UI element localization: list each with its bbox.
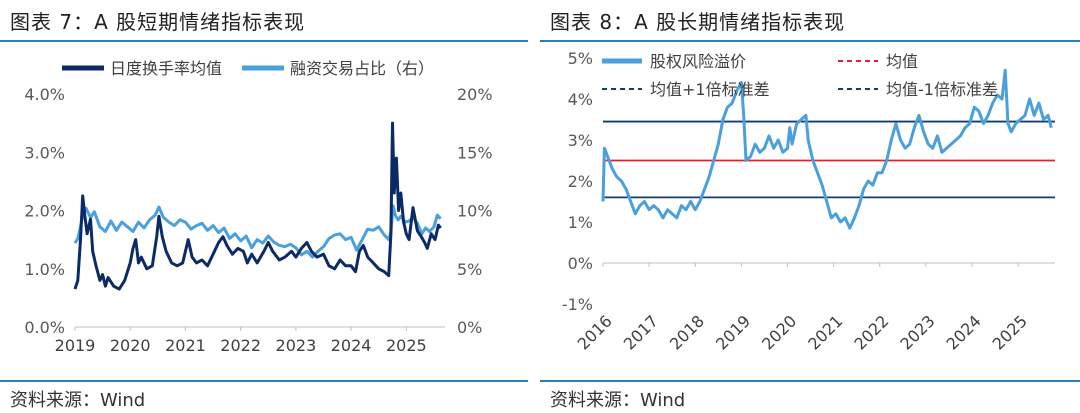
y-tick-label: -1% — [562, 295, 593, 314]
legend-label: 融资交易占比（右） — [290, 59, 434, 78]
x-tick-label: 2017 — [620, 311, 662, 353]
x-tick-label: 2019 — [712, 311, 754, 353]
x-tick-label: 2025 — [989, 311, 1031, 353]
x-tick-label: 2021 — [804, 311, 846, 353]
y-tick-label: 2% — [568, 172, 593, 191]
y-right-tick-label: 5% — [457, 260, 482, 279]
series-line-margin-share — [73, 204, 442, 259]
y-tick-label: 5% — [568, 49, 593, 68]
source-rule — [540, 380, 1080, 382]
legend-label: 均值-1倍标准差 — [886, 80, 998, 99]
source-note: 资料来源：Wind — [10, 390, 146, 411]
x-tick-label: 2024 — [331, 336, 372, 355]
title-rule — [540, 40, 1080, 42]
source-rule — [0, 380, 528, 382]
y-right-tick-label: 20% — [457, 85, 493, 104]
x-tick-label: 2022 — [220, 336, 261, 355]
legend-label: 股权风险溢价 — [650, 52, 746, 71]
series-line-turnover — [73, 121, 442, 291]
figure-title: 图表 7：A 股短期情绪指标表现 — [10, 10, 306, 34]
y-right-tick-label: 0% — [457, 318, 482, 337]
x-tick-label: 2016 — [574, 311, 616, 353]
legend-label: 均值 — [886, 52, 918, 71]
y-left-tick-label: 1.0% — [24, 260, 65, 279]
y-tick-label: 1% — [568, 213, 593, 232]
y-tick-label: 0% — [568, 254, 593, 273]
x-tick-label: 2018 — [666, 311, 708, 353]
x-tick-label: 2021 — [165, 336, 206, 355]
figure-title: 图表 8：A 股长期情绪指标表现 — [550, 10, 846, 34]
y-left-tick-label: 4.0% — [24, 85, 65, 104]
chart-panel-short-term: 图表 7：A 股短期情绪指标表现 0.0% 1.0% 2.0% 3.0% 4.0% 0% 5… — [0, 0, 528, 413]
y-right-tick-label: 15% — [457, 143, 493, 162]
title-rule — [0, 40, 528, 42]
y-left-tick-label: 0.0% — [24, 318, 65, 337]
x-tick-label: 2023 — [276, 336, 317, 355]
x-tick-label: 2025 — [386, 336, 427, 355]
x-tick-label: 2020 — [110, 336, 151, 355]
x-tick-label: 2024 — [943, 311, 985, 353]
line-chart-long-term: -1%0%1%2%3%4%5%2016 2017 2018 2019 2020 2021 2… — [562, 49, 1055, 354]
y-left-tick-label: 3.0% — [24, 143, 65, 162]
chart-panel-long-term: 图表 8：A 股长期情绪指标表现 -1% 0% 1% 2% 3% 4% 5% 2016 2017… — [540, 0, 1080, 413]
y-right-tick-label: 10% — [457, 202, 493, 221]
x-tick-label: 2019 — [55, 336, 96, 355]
series-line-equity-risk-premium — [601, 68, 1053, 230]
y-tick-label: 3% — [568, 131, 593, 150]
legend-label: 均值+1倍标准差 — [650, 80, 770, 99]
y-tick-label: 4% — [568, 90, 593, 109]
x-tick-label: 2022 — [850, 311, 892, 353]
x-tick-label: 2020 — [758, 311, 800, 353]
source-note: 资料来源：Wind — [550, 390, 686, 411]
line-chart-short-term: 0.0% 1.0% 2.0% 3.0% 4.0% 0% 5% 10% 15% 20% 2019 202… — [24, 59, 493, 355]
y-left-tick-label: 2.0% — [24, 202, 65, 221]
x-tick-label: 2023 — [896, 311, 938, 353]
legend-label: 日度换手率均值 — [110, 59, 222, 78]
